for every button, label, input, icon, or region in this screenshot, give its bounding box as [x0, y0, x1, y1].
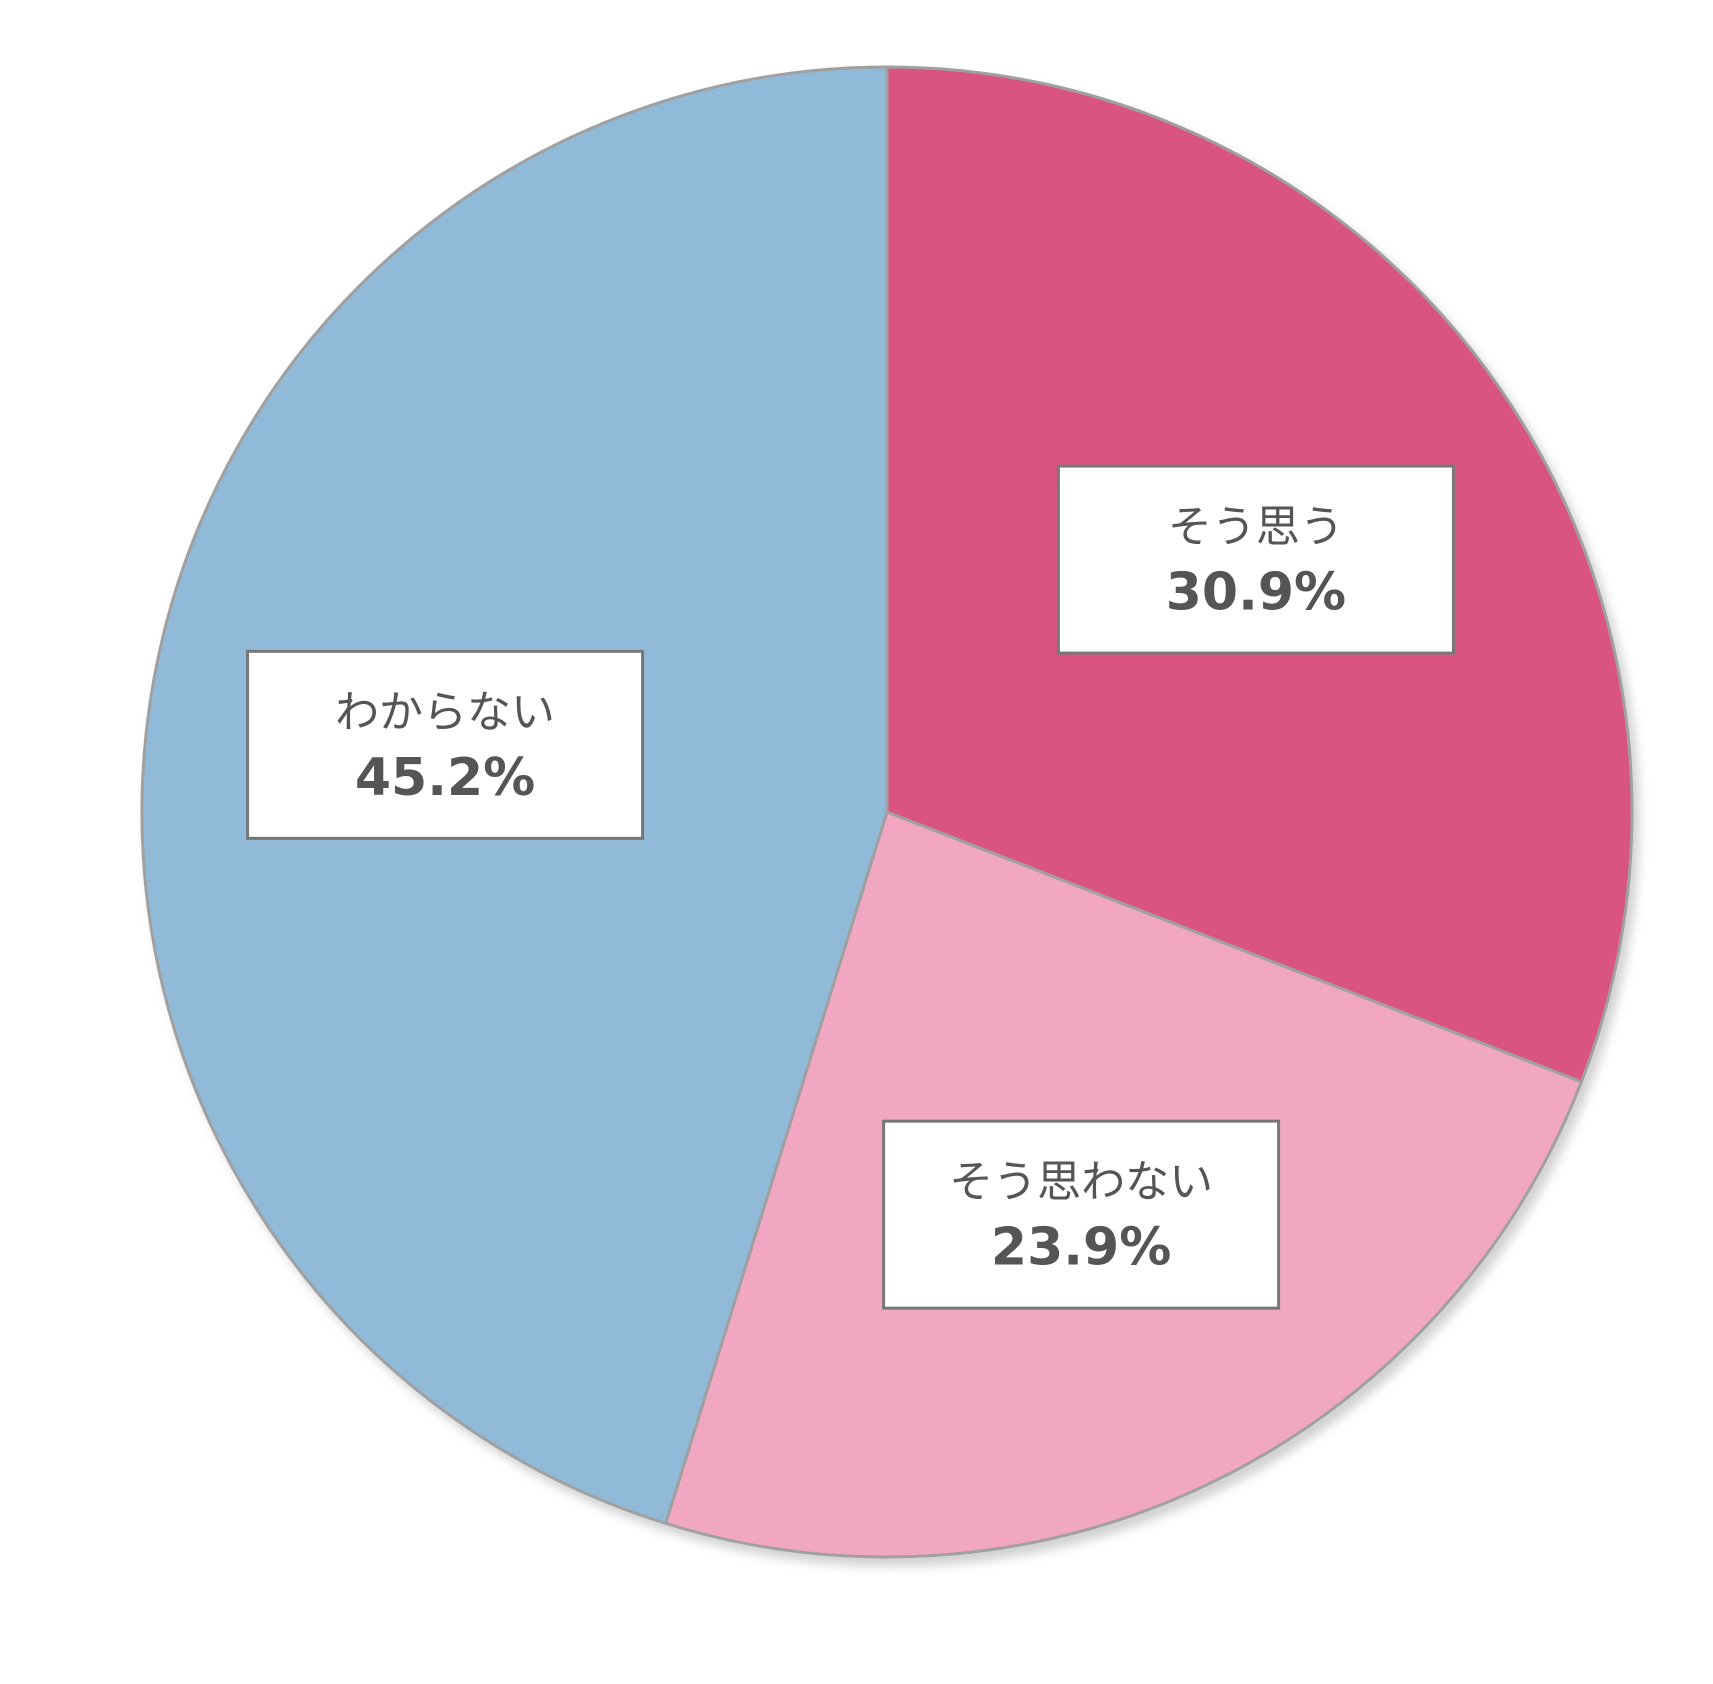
label-box: [246, 649, 645, 840]
slice-label: そう思う: [1168, 502, 1344, 553]
value-label: 45.2%: [355, 748, 535, 808]
value-label: 23.9%: [991, 1218, 1171, 1278]
label-box: [1056, 464, 1455, 655]
slice-label: そう思わない: [949, 1157, 1213, 1208]
label-box: [882, 1119, 1281, 1310]
value-label: 30.9%: [1166, 563, 1346, 623]
slice-label: わからない: [335, 687, 555, 738]
labels: そう思う 30.9% そう思わない 23.9% わからない 45.2%: [246, 464, 1455, 1310]
